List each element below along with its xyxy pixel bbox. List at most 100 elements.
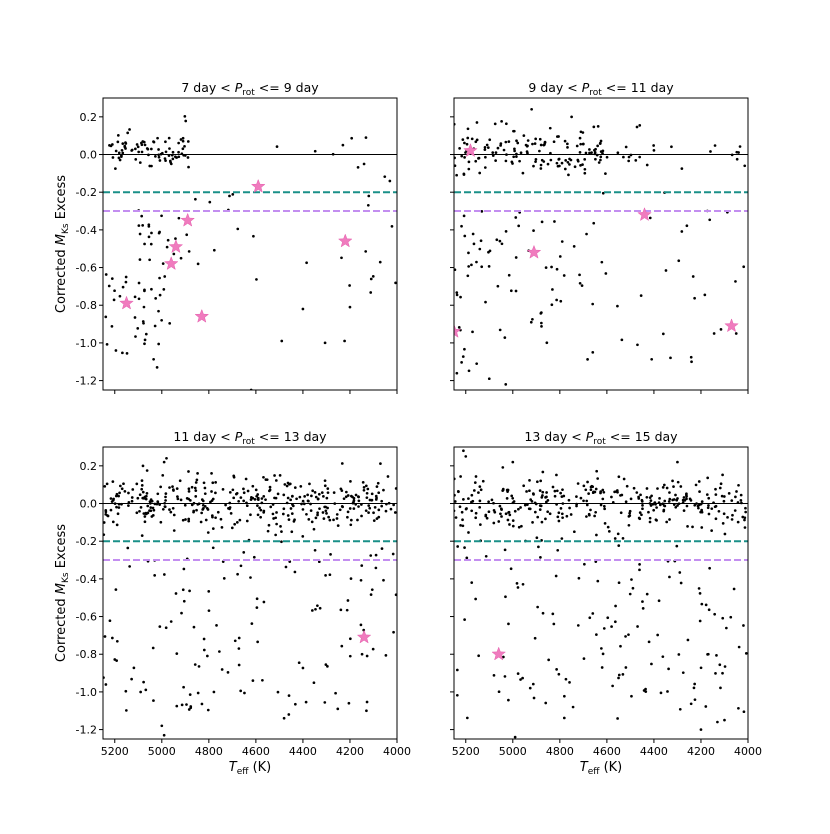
data-point: [569, 513, 573, 516]
data-point: [115, 639, 119, 643]
data-point: [676, 480, 680, 484]
data-point: [513, 735, 517, 739]
data-point: [202, 481, 206, 485]
data-point: [171, 506, 175, 510]
data-point: [541, 470, 545, 474]
data-point: [369, 291, 373, 294]
data-point: [171, 157, 175, 161]
data-point: [394, 281, 397, 285]
data-point: [454, 500, 457, 503]
data-point: [484, 513, 488, 517]
data-point: [324, 663, 328, 667]
data-point: [550, 265, 553, 269]
data-point: [121, 285, 125, 289]
data-point: [586, 358, 589, 361]
data-point: [647, 510, 650, 514]
data-point: [613, 620, 617, 624]
data-point: [576, 482, 580, 485]
data-point: [637, 516, 641, 520]
data-point: [722, 512, 726, 516]
data-point: [557, 672, 561, 676]
data-point: [342, 497, 346, 501]
data-point: [316, 511, 319, 515]
data-point: [383, 175, 387, 179]
data-point: [512, 500, 516, 503]
panels: -1.2 -1.0 -0.8 -0.6 -0.4 -0.2 0.0 0.2 7 day < Pr…: [54, 80, 762, 777]
data-point: [507, 698, 510, 702]
y-tick-label: -1.0: [76, 337, 97, 350]
data-point: [743, 518, 746, 522]
data-point: [114, 349, 118, 352]
data-point: [487, 265, 491, 268]
data-point: [194, 489, 198, 492]
data-point: [374, 566, 378, 570]
data-point: [258, 506, 261, 510]
data-point: [601, 497, 605, 501]
data-point: [591, 612, 595, 615]
data-point: [244, 477, 248, 481]
data-point: [568, 506, 571, 510]
data-point: [464, 455, 468, 458]
y-axis-label: Corrected MKs Excess: [54, 175, 71, 313]
data-point: [242, 491, 246, 495]
data-point: [599, 158, 602, 162]
data-point: [195, 478, 199, 482]
highlight-star: [463, 143, 478, 157]
data-point: [111, 498, 115, 502]
data-point: [685, 504, 689, 508]
data-point: [336, 707, 340, 711]
data-point: [679, 581, 683, 585]
data-point: [555, 267, 559, 271]
data-point: [516, 586, 520, 589]
data-point: [690, 360, 693, 364]
data-point: [273, 496, 276, 500]
data-point: [641, 607, 645, 610]
data-point: [588, 616, 592, 620]
data-point: [127, 491, 130, 495]
data-point: [271, 512, 275, 516]
data-point: [262, 475, 265, 479]
data-point: [568, 157, 571, 161]
data-point: [536, 515, 540, 519]
data-point: [115, 523, 119, 527]
data-point: [462, 172, 466, 176]
data-point: [324, 509, 328, 513]
data-point: [125, 352, 129, 355]
data-point: [375, 485, 379, 488]
data-point: [648, 496, 652, 499]
data-point: [595, 469, 599, 473]
data-point: [470, 509, 474, 513]
data-point: [139, 506, 143, 509]
axes-frame: [102, 97, 398, 391]
data-point: [150, 147, 153, 151]
data-point: [192, 625, 196, 629]
data-point: [560, 240, 564, 243]
data-point: [560, 161, 564, 165]
data-point: [111, 480, 115, 484]
data-point: [467, 167, 471, 171]
data-point: [743, 164, 747, 168]
data-point: [147, 225, 151, 228]
data-point: [340, 644, 344, 648]
data-point: [196, 262, 200, 266]
data-point: [507, 273, 511, 277]
data-point: [158, 159, 162, 162]
data-point: [720, 494, 724, 498]
data-point: [564, 159, 568, 162]
data-point: [347, 701, 351, 705]
data-point: [255, 606, 259, 609]
highlight-star: [724, 318, 739, 333]
data-point: [517, 507, 520, 511]
data-point: [239, 689, 243, 693]
data-point: [289, 507, 293, 510]
data-point: [600, 647, 603, 650]
data-point: [555, 667, 558, 671]
y-tick-label: -0.6: [76, 611, 97, 624]
data-point: [656, 633, 660, 637]
data-point: [349, 523, 353, 527]
data-point: [512, 129, 516, 133]
data-point: [511, 460, 515, 464]
data-point: [507, 622, 510, 626]
data-point: [364, 250, 368, 253]
